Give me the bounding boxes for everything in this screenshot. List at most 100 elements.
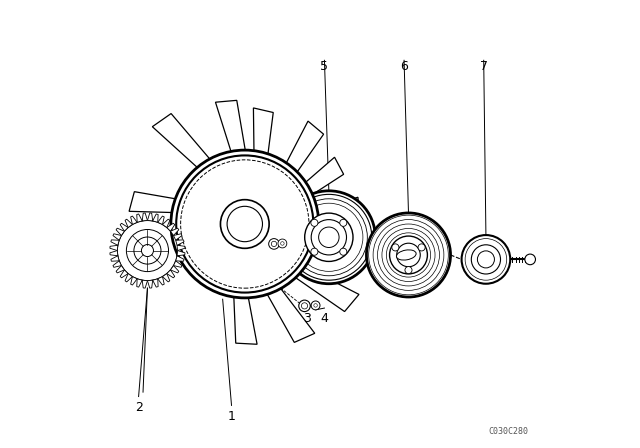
Polygon shape <box>173 234 182 240</box>
Circle shape <box>382 228 435 281</box>
Polygon shape <box>129 192 224 214</box>
Polygon shape <box>131 216 137 224</box>
Polygon shape <box>170 228 179 236</box>
Polygon shape <box>176 240 184 246</box>
Circle shape <box>311 301 320 310</box>
Polygon shape <box>116 228 124 236</box>
Text: 3: 3 <box>303 313 310 326</box>
Polygon shape <box>157 216 164 224</box>
Polygon shape <box>254 245 359 311</box>
Circle shape <box>390 236 428 274</box>
Polygon shape <box>142 213 147 221</box>
Circle shape <box>291 199 367 276</box>
Polygon shape <box>167 223 175 231</box>
Circle shape <box>141 245 154 257</box>
Polygon shape <box>167 270 175 278</box>
Polygon shape <box>153 279 158 287</box>
Circle shape <box>227 206 262 242</box>
Circle shape <box>340 248 347 255</box>
Text: 2: 2 <box>134 401 143 414</box>
Polygon shape <box>131 276 137 285</box>
Circle shape <box>180 160 309 288</box>
Circle shape <box>314 304 317 307</box>
Circle shape <box>305 213 353 262</box>
Circle shape <box>295 203 363 271</box>
Polygon shape <box>111 256 119 261</box>
Polygon shape <box>147 213 153 221</box>
Circle shape <box>134 237 161 264</box>
Circle shape <box>311 219 318 226</box>
Circle shape <box>369 215 448 295</box>
Circle shape <box>477 251 495 268</box>
Polygon shape <box>243 250 315 342</box>
Circle shape <box>286 194 372 280</box>
Circle shape <box>525 254 536 265</box>
Circle shape <box>387 233 431 277</box>
Text: 5: 5 <box>321 60 328 73</box>
Polygon shape <box>173 261 182 267</box>
Circle shape <box>392 244 399 251</box>
Polygon shape <box>170 266 179 273</box>
Text: C030C280: C030C280 <box>488 427 528 436</box>
Polygon shape <box>116 266 124 273</box>
Polygon shape <box>113 234 122 240</box>
Circle shape <box>373 220 444 290</box>
Polygon shape <box>163 219 170 228</box>
Text: 1: 1 <box>228 410 236 423</box>
Polygon shape <box>163 274 170 282</box>
Polygon shape <box>253 108 273 203</box>
Circle shape <box>126 229 168 271</box>
Polygon shape <box>153 214 158 222</box>
Ellipse shape <box>396 250 416 260</box>
Circle shape <box>378 224 440 286</box>
Polygon shape <box>110 250 118 256</box>
Polygon shape <box>152 113 243 199</box>
Circle shape <box>405 267 412 274</box>
Polygon shape <box>176 256 184 261</box>
Polygon shape <box>232 247 257 344</box>
Circle shape <box>311 248 318 255</box>
Circle shape <box>282 191 375 284</box>
Text: 7: 7 <box>480 60 488 73</box>
Polygon shape <box>137 214 142 222</box>
Polygon shape <box>120 270 128 278</box>
Polygon shape <box>125 274 132 282</box>
Circle shape <box>299 300 310 312</box>
Polygon shape <box>142 280 147 288</box>
Polygon shape <box>147 280 153 288</box>
Circle shape <box>311 220 346 255</box>
Circle shape <box>397 243 420 267</box>
Polygon shape <box>125 219 132 228</box>
Text: 8: 8 <box>263 211 271 224</box>
Circle shape <box>465 239 507 280</box>
Circle shape <box>396 242 422 268</box>
Circle shape <box>461 235 510 284</box>
Circle shape <box>367 213 451 297</box>
Text: 9: 9 <box>281 211 289 224</box>
Polygon shape <box>137 279 142 287</box>
Polygon shape <box>264 236 369 265</box>
Circle shape <box>220 200 269 248</box>
Circle shape <box>271 241 276 246</box>
Polygon shape <box>216 100 253 199</box>
Circle shape <box>280 242 284 245</box>
Circle shape <box>471 245 500 274</box>
Circle shape <box>391 237 426 273</box>
Circle shape <box>301 303 308 309</box>
Circle shape <box>319 227 339 247</box>
Circle shape <box>269 239 279 249</box>
Polygon shape <box>120 223 128 231</box>
Text: 6: 6 <box>400 60 408 73</box>
Polygon shape <box>157 276 164 285</box>
Polygon shape <box>110 246 118 250</box>
Polygon shape <box>177 246 185 250</box>
Circle shape <box>117 220 177 280</box>
Polygon shape <box>113 261 122 267</box>
Circle shape <box>278 239 287 248</box>
Polygon shape <box>270 157 344 221</box>
Circle shape <box>171 150 319 298</box>
Circle shape <box>340 219 347 226</box>
Polygon shape <box>264 121 324 212</box>
Circle shape <box>418 244 425 251</box>
Polygon shape <box>270 197 360 233</box>
